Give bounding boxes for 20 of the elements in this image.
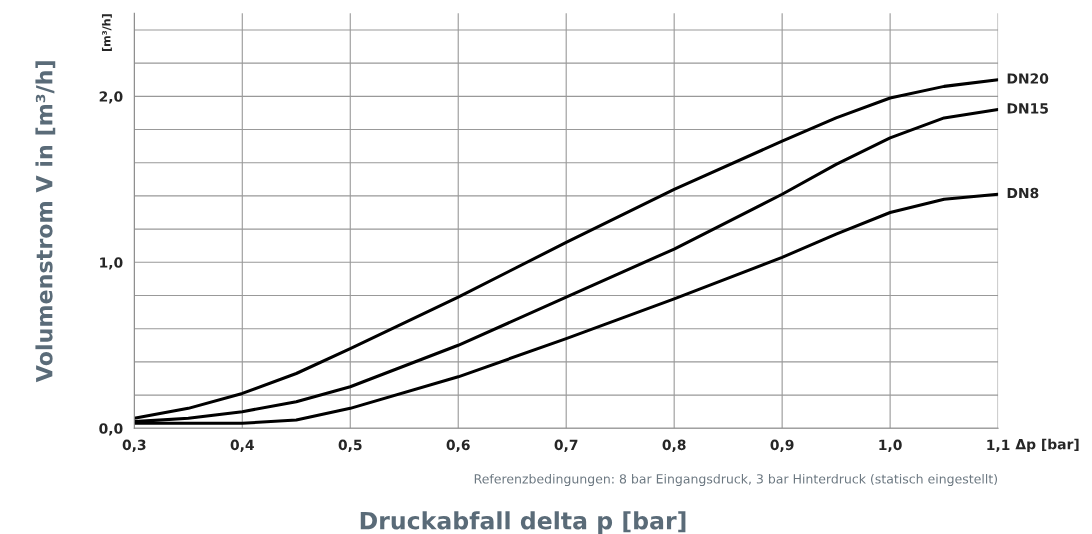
series-label: DN8 xyxy=(1007,187,1039,199)
x-tick-label: 0,6 xyxy=(446,439,470,452)
x-tick-label: 1,1 xyxy=(987,439,1010,452)
y-tick-label: 0,0 xyxy=(99,423,123,436)
x-tick-label: 1,0 xyxy=(879,439,902,452)
x-tick-label: 0,7 xyxy=(554,439,578,452)
series-label: DN20 xyxy=(1007,73,1049,84)
y-axis-title: Volumenstrom V in [m³/h] xyxy=(35,61,56,383)
text: Δp [bar] xyxy=(1015,438,1079,453)
x-axis-title: Druckabfall delta p [bar] xyxy=(360,511,686,534)
series-label: DN15 xyxy=(1007,103,1048,114)
text: [m³/h] xyxy=(101,14,112,51)
x-tick-label: 0,5 xyxy=(338,439,362,452)
x-tick-label: 0,9 xyxy=(770,439,794,452)
y-tick-label: 1,0 xyxy=(100,257,123,270)
y-tick-label: 2,0 xyxy=(99,91,123,104)
x-tick-label: 0,4 xyxy=(230,439,254,452)
text: Referenzbedingungen: 8 bar Eingangsdruck, 3 bar Hinterdruck (statisch eingestellt) xyxy=(474,473,998,487)
x-tick-label: 0,3 xyxy=(122,439,146,452)
x-tick-label: 0,8 xyxy=(662,439,686,452)
